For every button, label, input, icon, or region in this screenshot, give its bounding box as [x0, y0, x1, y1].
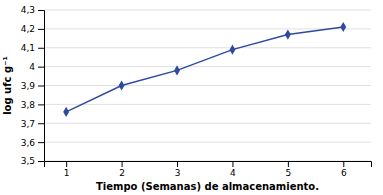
grid-line — [44, 85, 371, 86]
grid-line — [44, 47, 371, 48]
tick-mark — [38, 142, 44, 143]
y-axis: 3,5 3,6 3,7 3,8 3,9 4 4,1 4,2 4,3 — [21, 5, 45, 166]
grid — [44, 10, 371, 161]
tick-label: 3,5 — [21, 156, 35, 166]
point — [340, 22, 346, 32]
tick-mark — [38, 29, 44, 30]
tick-label: 4,3 — [21, 5, 35, 15]
tick-label: 2 — [119, 168, 125, 178]
tick: 3,9 — [21, 81, 44, 91]
tick-mark — [38, 104, 44, 105]
tick-label: 3 — [175, 168, 181, 178]
tick: 3,6 — [21, 138, 44, 148]
tick-mark — [232, 161, 233, 167]
tick-label: 3,6 — [21, 138, 36, 148]
tick: 5 — [285, 161, 291, 178]
tick: 4 — [29, 62, 44, 72]
tick: 4,2 — [21, 24, 44, 34]
tick-label: 4,2 — [21, 24, 35, 34]
x-axis: 1 2 3 4 5 6 — [45, 161, 372, 178]
tick: 1 — [64, 161, 70, 178]
tick-label: 3,9 — [21, 81, 36, 91]
tick-label: 4,1 — [21, 43, 35, 53]
x-axis-title: Tiempo (Semanas) de almacenamiento. — [96, 181, 319, 192]
tick-label: 5 — [285, 168, 291, 178]
tick-label: 6 — [341, 168, 347, 178]
tick-mark — [177, 161, 178, 167]
tick-mark — [38, 67, 44, 68]
tick-mark — [288, 161, 289, 167]
tick-label: 1 — [64, 168, 70, 178]
grid-line — [44, 123, 371, 124]
tick-mark — [38, 123, 44, 124]
tick-mark — [38, 86, 44, 87]
point — [174, 65, 180, 75]
tick-label: 3,8 — [21, 100, 36, 110]
tick: 3,5 — [21, 156, 44, 166]
y-axis-title: log ufc g⁻¹ — [2, 56, 13, 115]
grid-line — [44, 66, 371, 67]
tick-mark — [66, 161, 67, 167]
grid-line — [44, 10, 371, 11]
tick-label: 4 — [230, 168, 236, 178]
tick: 3,7 — [21, 119, 44, 129]
tick-mark — [38, 161, 44, 162]
tick-mark — [122, 161, 123, 167]
point — [285, 29, 291, 39]
tick: 4,1 — [21, 43, 44, 53]
point — [63, 107, 69, 117]
tick-mark — [343, 161, 344, 167]
tick: 4 — [230, 161, 236, 178]
tick: 6 — [341, 161, 347, 178]
axis-line — [45, 162, 372, 168]
tick-mark — [38, 48, 44, 49]
marks — [63, 22, 346, 117]
point — [119, 80, 125, 90]
tick-label: 3,7 — [21, 119, 35, 129]
tick: 3 — [175, 161, 181, 178]
point — [229, 45, 235, 55]
tick-label: 4 — [29, 62, 35, 72]
tick-mark — [38, 10, 44, 11]
grid-line — [44, 142, 371, 143]
tick: 3,8 — [21, 100, 44, 110]
chart: 1 2 3 4 5 6 3,5 3,6 3,7 3,8 3,9 4 4,1 4,2 4,3 Tiempo (S… — [0, 0, 383, 195]
grid-line — [44, 104, 371, 105]
tick: 2 — [119, 161, 125, 178]
plot: 1 2 3 4 5 6 3,5 3,6 3,7 3,8 3,9 4 4,1 4,2 4,3 — [21, 5, 372, 178]
line — [66, 27, 343, 112]
tick: 4,3 — [21, 5, 44, 15]
axis-line — [38, 11, 45, 162]
